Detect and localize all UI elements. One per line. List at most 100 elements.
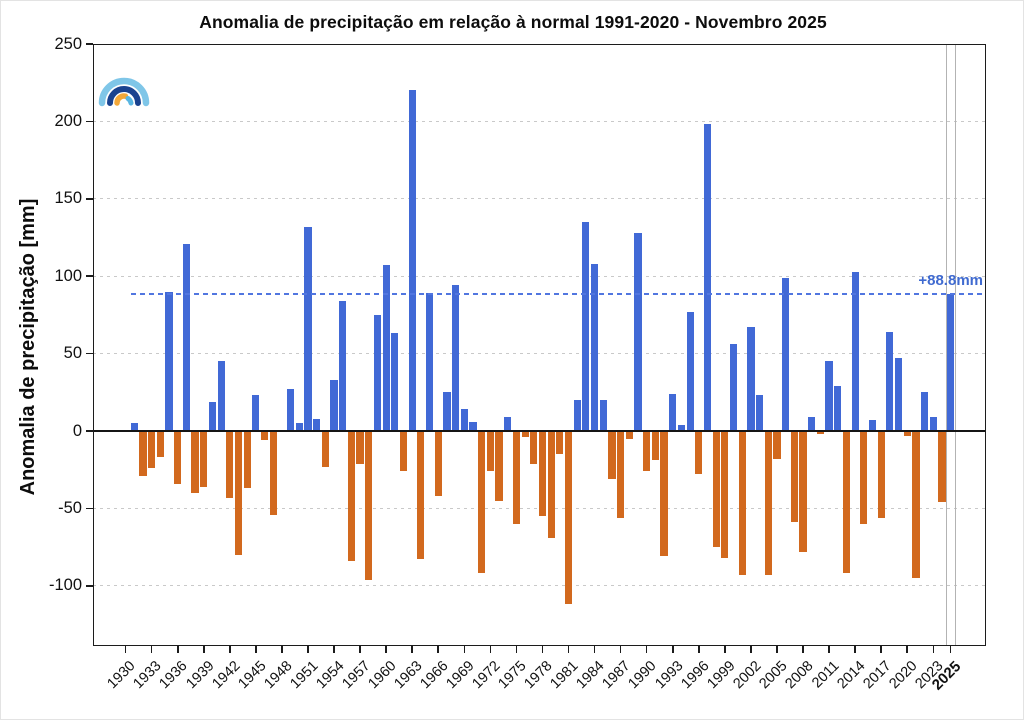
- y-tick-mark-150: [86, 198, 93, 200]
- x-tick-mark-1930: [124, 646, 127, 653]
- x-tick-mark-2011: [828, 646, 830, 653]
- bar-1946: [260, 431, 269, 441]
- x-tick-mark-1954: [333, 646, 335, 653]
- bar-1999: [721, 431, 729, 558]
- x-tick-label-1993: 1993: [651, 658, 687, 693]
- x-tick-mark-2017: [880, 646, 882, 653]
- bar-1990: [643, 431, 651, 472]
- x-tick-mark-2005: [776, 646, 778, 653]
- bar-1933: [148, 431, 156, 469]
- gridline-100: [93, 275, 986, 277]
- bar-1931: [130, 423, 138, 431]
- x-tick-label-1957: 1957: [339, 658, 374, 693]
- gridline-150: [93, 198, 986, 200]
- y-tick-label-100: 100: [54, 266, 82, 285]
- bar-1967: [443, 392, 451, 431]
- bar-2007: [790, 431, 798, 523]
- x-tick-label-2011: 2011: [809, 658, 843, 692]
- bar-1996: [695, 431, 703, 475]
- bar-1998: [712, 431, 720, 548]
- bar-2004: [764, 431, 772, 575]
- bar-1972: [486, 431, 494, 472]
- x-tick-label-1930: 1930: [104, 658, 139, 693]
- x-tick-mark-1957: [359, 646, 361, 653]
- bar-1976: [521, 431, 529, 438]
- y-tick-mark-0: [86, 430, 93, 432]
- x-tick-label-1975: 1975: [495, 658, 530, 693]
- bar-1984: [590, 263, 599, 431]
- x-tick-label-1939: 1939: [182, 658, 218, 693]
- bar-2008: [799, 431, 807, 552]
- x-tick-label-1936: 1936: [156, 658, 192, 693]
- bar-2021: [912, 431, 920, 579]
- bar-2006: [782, 277, 790, 431]
- x-tick-mark-2002: [750, 646, 752, 653]
- bar-2014: [851, 271, 859, 431]
- bar-1962: [399, 431, 408, 472]
- bar-1958: [365, 431, 373, 580]
- bar-1991: [651, 431, 659, 461]
- x-tick-mark-1945: [255, 646, 257, 653]
- bar-1982: [573, 400, 581, 431]
- bar-1975: [512, 431, 520, 524]
- x-tick-label-2005: 2005: [756, 658, 791, 693]
- bar-1957: [356, 431, 364, 464]
- bar-1934: [156, 431, 164, 458]
- x-tick-mark-2023: [932, 646, 935, 653]
- bar-1937: [182, 243, 190, 431]
- bar-2000: [729, 344, 738, 431]
- bar-1936: [174, 431, 182, 484]
- x-tick-label-2002: 2002: [730, 658, 765, 693]
- x-tick-label-1966: 1966: [417, 658, 452, 693]
- bar-1989: [634, 232, 642, 431]
- y-tick-label-250: 250: [54, 34, 82, 53]
- y-tick-label-50: 50: [63, 344, 82, 363]
- bar-1942: [226, 431, 234, 498]
- bar-1988: [625, 431, 633, 439]
- x-tick-label-2014: 2014: [834, 658, 869, 693]
- bar-1993: [669, 393, 677, 431]
- bar-1953: [321, 431, 329, 467]
- bar-2022: [921, 392, 929, 431]
- bar-1985: [599, 400, 607, 431]
- bar-1987: [617, 431, 625, 518]
- x-tick-label-1963: 1963: [391, 658, 426, 693]
- bar-2001: [738, 431, 746, 575]
- bar-1983: [582, 222, 590, 431]
- x-tick-label-1990: 1990: [625, 658, 661, 693]
- x-tick-label-1999: 1999: [704, 658, 739, 693]
- bar-2005: [773, 431, 781, 459]
- bar-2012: [834, 386, 842, 431]
- bar-1943: [234, 431, 243, 555]
- x-tick-label-1984: 1984: [573, 658, 608, 693]
- x-tick-mark-1981: [567, 646, 570, 653]
- y-tick-label--100: -100: [48, 576, 82, 595]
- bar-1939: [200, 431, 208, 487]
- gridline--100: [93, 585, 986, 587]
- gridline-200: [93, 120, 986, 122]
- x-tick-mark-1966: [437, 646, 440, 653]
- x-tick-mark-1963: [411, 646, 413, 653]
- y-tick-label-200: 200: [54, 111, 82, 130]
- x-tick-mark-1933: [150, 646, 153, 653]
- bar-1947: [269, 431, 277, 515]
- x-tick-mark-1972: [489, 646, 492, 653]
- bar-1974: [504, 417, 512, 431]
- bar-1970: [469, 421, 477, 431]
- x-tick-label-1945: 1945: [235, 658, 270, 693]
- bar-2017: [877, 431, 885, 518]
- y-tick-mark-250: [86, 43, 93, 45]
- x-tick-mark-1939: [202, 646, 205, 653]
- x-tick-label-1948: 1948: [261, 658, 296, 693]
- x-tick-label-1981: 1981: [547, 658, 582, 693]
- y-tick-mark-50: [86, 352, 93, 355]
- x-tick-mark-1978: [541, 646, 544, 653]
- bar-2023: [929, 417, 937, 431]
- x-tick-mark-1996: [698, 646, 700, 653]
- bar-2015: [860, 431, 868, 524]
- bar-1941: [217, 361, 225, 431]
- x-tick-mark-1990: [645, 646, 648, 653]
- bar-1992: [660, 431, 668, 557]
- bar-1945: [252, 395, 260, 431]
